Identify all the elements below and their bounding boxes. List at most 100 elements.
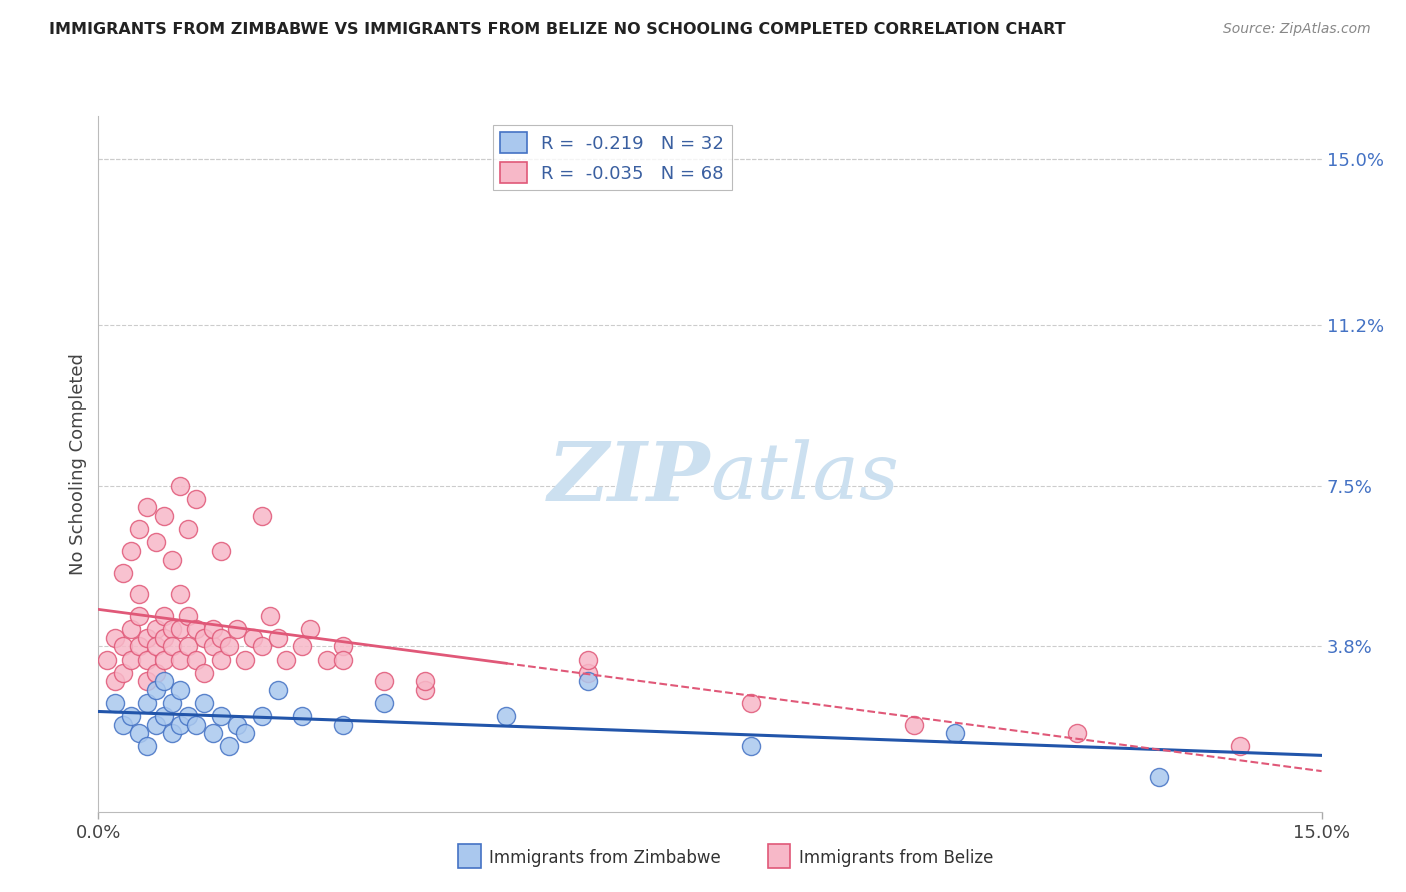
Point	[373, 696, 395, 710]
Point	[136, 652, 159, 666]
Point	[152, 631, 174, 645]
Point	[169, 652, 191, 666]
Text: IMMIGRANTS FROM ZIMBABWE VS IMMIGRANTS FROM BELIZE NO SCHOOLING COMPLETED CORREL: IMMIGRANTS FROM ZIMBABWE VS IMMIGRANTS F…	[49, 22, 1066, 37]
Point	[1229, 739, 1251, 754]
Point	[209, 544, 232, 558]
Point	[259, 609, 281, 624]
Point	[291, 709, 314, 723]
Point	[177, 709, 200, 723]
Point	[373, 674, 395, 689]
Point	[169, 717, 191, 731]
Point	[233, 652, 256, 666]
Point	[128, 726, 150, 740]
Point	[120, 622, 142, 636]
Point	[177, 522, 200, 536]
Point	[120, 544, 142, 558]
Point	[169, 683, 191, 698]
Point	[145, 535, 167, 549]
Point	[136, 739, 159, 754]
FancyBboxPatch shape	[768, 844, 790, 869]
Point	[186, 652, 208, 666]
Point	[136, 674, 159, 689]
Point	[111, 717, 134, 731]
Point	[128, 640, 150, 654]
Point	[1147, 770, 1170, 784]
Point	[160, 726, 183, 740]
Point	[576, 652, 599, 666]
Point	[209, 652, 232, 666]
Point	[104, 631, 127, 645]
Point	[177, 640, 200, 654]
Point	[152, 508, 174, 523]
Point	[111, 566, 134, 580]
Point	[160, 552, 183, 566]
Point	[576, 665, 599, 680]
Point	[120, 652, 142, 666]
Point	[209, 709, 232, 723]
Point	[104, 674, 127, 689]
Point	[152, 674, 174, 689]
Point	[218, 640, 240, 654]
Text: Immigrants from Zimbabwe: Immigrants from Zimbabwe	[489, 849, 721, 867]
Point	[128, 609, 150, 624]
Point	[111, 665, 134, 680]
Legend: R =  -0.219   N = 32, R =  -0.035   N = 68: R = -0.219 N = 32, R = -0.035 N = 68	[492, 125, 731, 190]
Point	[136, 696, 159, 710]
Point	[145, 683, 167, 698]
Point	[299, 622, 322, 636]
Point	[332, 640, 354, 654]
Point	[111, 640, 134, 654]
Point	[128, 522, 150, 536]
Point	[1066, 726, 1088, 740]
Point	[209, 631, 232, 645]
Point	[495, 709, 517, 723]
Point	[413, 683, 436, 698]
Point	[267, 683, 290, 698]
Point	[201, 726, 224, 740]
Point	[576, 674, 599, 689]
Point	[250, 640, 273, 654]
Text: ZIP: ZIP	[547, 438, 710, 517]
Point	[250, 709, 273, 723]
Point	[332, 652, 354, 666]
Point	[267, 631, 290, 645]
Text: Source: ZipAtlas.com: Source: ZipAtlas.com	[1223, 22, 1371, 37]
Point	[160, 640, 183, 654]
Point	[136, 500, 159, 515]
Text: atlas: atlas	[710, 440, 898, 516]
Point	[242, 631, 264, 645]
Point	[193, 696, 215, 710]
Point	[120, 709, 142, 723]
Point	[160, 696, 183, 710]
Point	[96, 652, 118, 666]
Point	[145, 622, 167, 636]
Point	[152, 609, 174, 624]
Point	[332, 717, 354, 731]
Point	[145, 640, 167, 654]
Y-axis label: No Schooling Completed: No Schooling Completed	[69, 353, 87, 574]
Point	[740, 739, 762, 754]
Point	[233, 726, 256, 740]
Point	[186, 622, 208, 636]
Point	[274, 652, 297, 666]
Point	[201, 622, 224, 636]
Point	[193, 665, 215, 680]
Point	[740, 696, 762, 710]
Point	[128, 587, 150, 601]
Point	[152, 709, 174, 723]
Point	[169, 622, 191, 636]
Point	[169, 587, 191, 601]
Point	[160, 622, 183, 636]
Point	[226, 622, 249, 636]
Point	[104, 696, 127, 710]
Point	[903, 717, 925, 731]
Point	[201, 640, 224, 654]
Point	[145, 665, 167, 680]
Text: Immigrants from Belize: Immigrants from Belize	[799, 849, 993, 867]
Point	[152, 652, 174, 666]
Point	[291, 640, 314, 654]
Point	[169, 478, 191, 492]
Point	[145, 717, 167, 731]
Point	[186, 491, 208, 506]
FancyBboxPatch shape	[458, 844, 481, 869]
